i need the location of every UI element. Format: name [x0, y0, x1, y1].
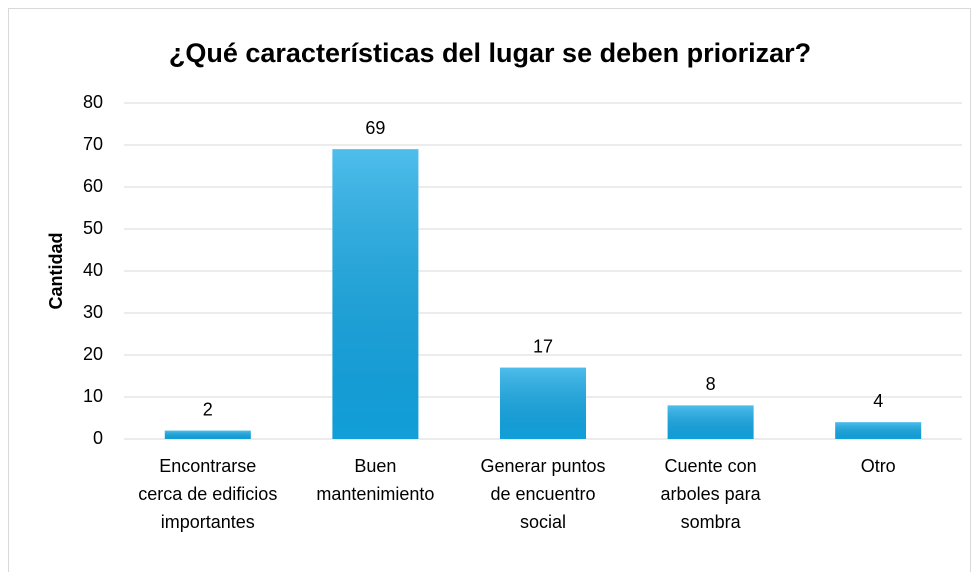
- y-tick-label: 50: [83, 218, 103, 238]
- bar-shade: [500, 367, 586, 439]
- y-tick-label: 80: [83, 92, 103, 112]
- y-tick-label: 0: [93, 428, 103, 448]
- y-tick-label: 60: [83, 176, 103, 196]
- bar-shade: [332, 149, 419, 439]
- chart-title: ¿Qué características del lugar se deben …: [169, 38, 811, 68]
- chart-border: [8, 8, 971, 572]
- y-tick-label: 20: [83, 344, 103, 364]
- x-tick-label: Generar puntos de encuentro social: [480, 456, 605, 532]
- data-label: 2: [203, 399, 213, 419]
- data-label: 17: [533, 336, 553, 356]
- bar-shade: [164, 430, 251, 439]
- data-label: 69: [365, 118, 385, 138]
- y-tick-label: 70: [83, 134, 103, 154]
- bar-shade: [835, 422, 922, 439]
- x-tick-label: Encontrarse cerca de edificios importantes: [138, 456, 277, 532]
- y-tick-label: 30: [83, 302, 103, 322]
- bar-shade: [667, 405, 754, 439]
- x-tick-label: Cuente con arboles para sombra: [661, 456, 762, 532]
- y-axis-label: Cantidad: [46, 232, 66, 309]
- y-tick-label: 40: [83, 260, 103, 280]
- x-tick-label: Otro: [861, 456, 896, 476]
- x-tick-label: Buen mantenimiento: [316, 456, 434, 504]
- data-label: 8: [706, 374, 716, 394]
- data-label: 4: [873, 391, 883, 411]
- y-tick-label: 10: [83, 386, 103, 406]
